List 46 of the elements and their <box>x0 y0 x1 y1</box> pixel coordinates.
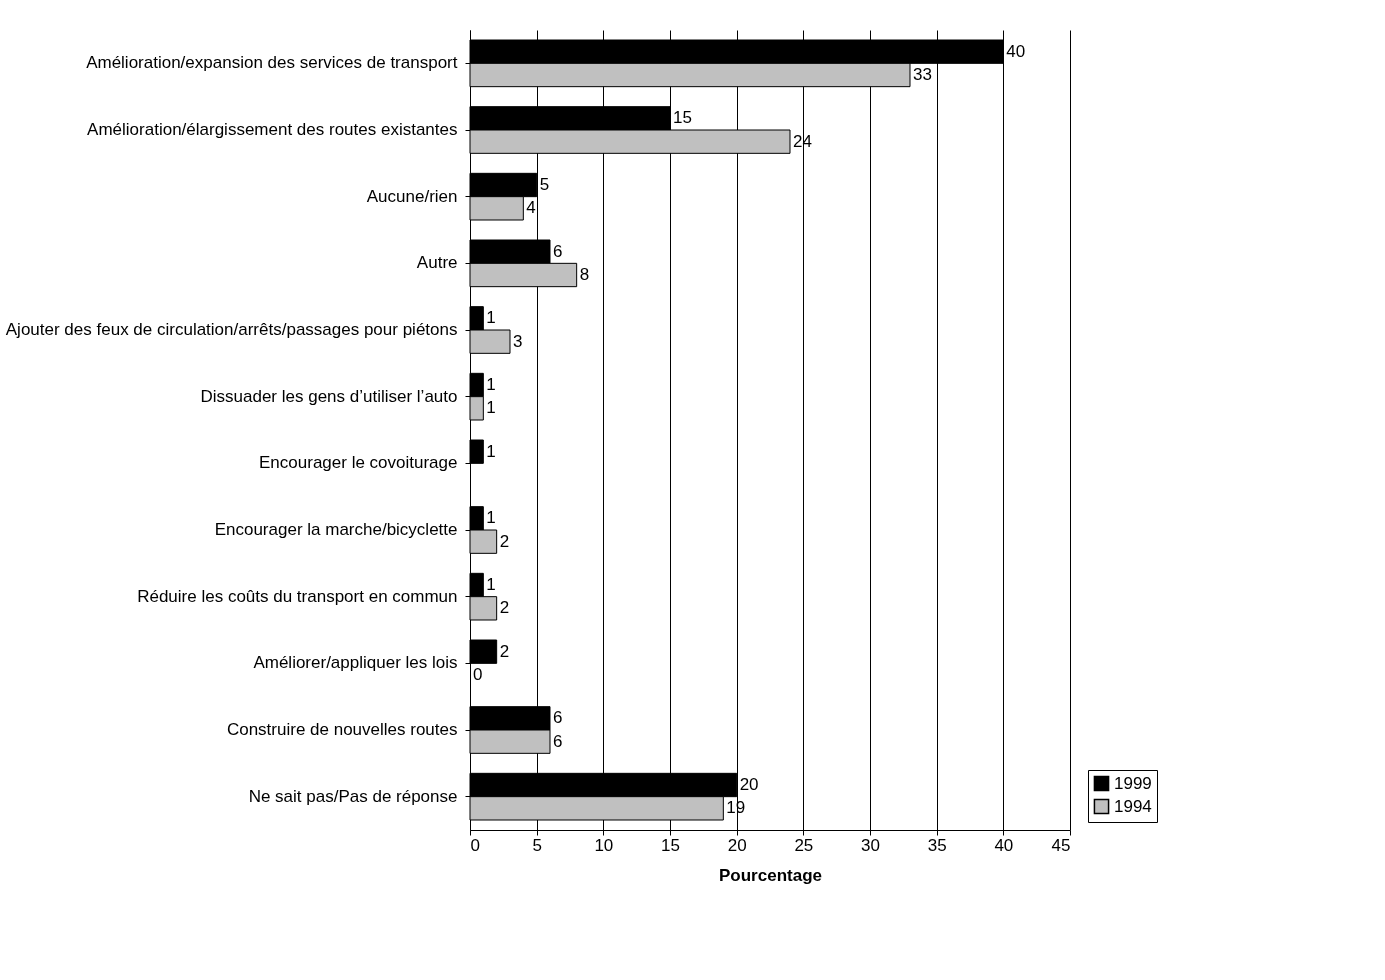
y-tick-label: Ajouter des feux de circulation/arrêts/passages pour piétons <box>5 320 458 339</box>
data-label: 1 <box>486 375 496 394</box>
data-label: 2 <box>499 531 510 551</box>
y-tick-label: Amélioration/expansion des services de transport <box>86 53 458 73</box>
y-tick-label: Encourager la marche/bicyclette <box>214 520 458 539</box>
data-label: 2 <box>499 641 510 661</box>
x-tick-label: 25 <box>794 835 814 855</box>
data-label: 15 <box>673 108 692 128</box>
x-axis-title: Pourcentage <box>719 865 822 885</box>
data-label: 6 <box>553 241 563 261</box>
x-tick-label: 20 <box>727 835 747 855</box>
data-label: 4 <box>526 198 536 218</box>
legend-label: 1994 <box>1114 796 1152 816</box>
x-tick-label: 10 <box>594 835 614 855</box>
x-tick-label: 5 <box>532 835 542 855</box>
data-label: 1 <box>486 398 496 418</box>
data-label: 6 <box>553 708 563 728</box>
data-label: 0 <box>473 665 483 684</box>
x-tick-label: 30 <box>861 835 880 855</box>
x-tick-label: 45 <box>1051 835 1071 855</box>
x-tick-label: 15 <box>661 835 680 855</box>
x-tick-label: 35 <box>927 835 947 855</box>
y-tick-label: Ne sait pas/Pas de réponse <box>248 786 458 806</box>
x-tick-label: 0 <box>470 835 480 855</box>
y-tick-label: Encourager le covoiturage <box>259 453 458 473</box>
y-tick-label: Aucune/rien <box>366 186 458 206</box>
y-tick-label: Dissuader les gens d’utiliser l’auto <box>200 386 458 406</box>
y-tick-label: Améliorer/appliquer les lois <box>253 653 458 673</box>
y-tick-label: Autre <box>416 253 458 273</box>
data-label: 8 <box>579 265 590 284</box>
y-tick-label: Construire de nouvelles routes <box>226 720 458 739</box>
data-label: 1 <box>486 575 496 594</box>
x-tick-label: 40 <box>994 835 1014 855</box>
data-label: 1 <box>486 441 496 461</box>
data-label: 1 <box>486 308 496 328</box>
data-label: 6 <box>553 731 563 751</box>
data-label: 3 <box>513 331 523 351</box>
data-label: 2 <box>499 598 510 618</box>
data-label: 1 <box>486 508 496 528</box>
data-label: 20 <box>739 775 759 794</box>
legend-label: 1999 <box>1114 773 1152 793</box>
y-tick-label: Réduire les coûts du transport en commun <box>137 586 458 606</box>
data-label: 5 <box>539 175 550 194</box>
data-label: 40 <box>1006 41 1026 61</box>
y-tick-label: Amélioration/élargissement des routes existantes <box>87 120 458 139</box>
data-label: 33 <box>913 65 932 84</box>
